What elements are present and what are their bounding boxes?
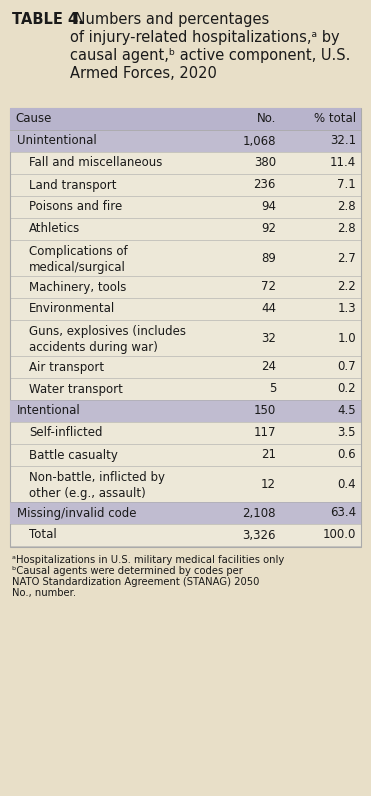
Text: 94: 94 (261, 201, 276, 213)
Text: 4.5: 4.5 (337, 404, 356, 417)
Text: 5: 5 (269, 383, 276, 396)
Text: Machinery, tools: Machinery, tools (29, 280, 127, 294)
Bar (10, 400, 361, 422)
Text: 150: 150 (254, 404, 276, 417)
Text: 32: 32 (261, 331, 276, 345)
Text: NATO Standardization Agreement (STANAG) 2050: NATO Standardization Agreement (STANAG) … (12, 577, 259, 587)
Text: 236: 236 (254, 178, 276, 192)
Text: 44: 44 (261, 302, 276, 315)
Text: Athletics: Athletics (29, 223, 80, 236)
Text: 2.2: 2.2 (337, 280, 356, 294)
Text: 21: 21 (261, 448, 276, 462)
Text: 32.1: 32.1 (330, 135, 356, 147)
Text: 2.8: 2.8 (337, 223, 356, 236)
Text: Environmental: Environmental (29, 302, 115, 315)
Text: 1.0: 1.0 (337, 331, 356, 345)
Text: 12: 12 (261, 478, 276, 490)
Text: 1.3: 1.3 (337, 302, 356, 315)
Text: Cause: Cause (15, 112, 51, 126)
Text: 3,326: 3,326 (243, 529, 276, 541)
Bar (10, 108, 361, 130)
Text: 2.7: 2.7 (337, 252, 356, 264)
Text: Battle casualty: Battle casualty (29, 448, 118, 462)
Text: 89: 89 (261, 252, 276, 264)
Text: 3.5: 3.5 (338, 427, 356, 439)
Bar (10, 502, 361, 524)
Text: Air transport: Air transport (29, 361, 104, 373)
Text: Unintentional: Unintentional (17, 135, 97, 147)
Bar (10, 108, 361, 547)
Text: 0.2: 0.2 (337, 383, 356, 396)
Text: 2,108: 2,108 (243, 506, 276, 520)
Text: 63.4: 63.4 (330, 506, 356, 520)
Text: 24: 24 (261, 361, 276, 373)
Text: Fall and miscellaneous: Fall and miscellaneous (29, 157, 162, 170)
Text: Self-inflicted: Self-inflicted (29, 427, 102, 439)
Text: Numbers and percentages
of injury-related hospitalizations,ᵃ by
causal agent,ᵇ a: Numbers and percentages of injury-relate… (70, 12, 350, 81)
Text: 7.1: 7.1 (337, 178, 356, 192)
Text: Complications of
medical/surgical: Complications of medical/surgical (29, 245, 128, 274)
Text: Intentional: Intentional (17, 404, 81, 417)
Text: 72: 72 (261, 280, 276, 294)
Text: Total: Total (29, 529, 57, 541)
Bar (10, 130, 361, 152)
Text: 0.6: 0.6 (337, 448, 356, 462)
Text: Guns, explosives (includes
accidents during war): Guns, explosives (includes accidents dur… (29, 325, 186, 354)
Text: 11.4: 11.4 (330, 157, 356, 170)
Text: ᵃHospitalizations in U.S. military medical facilities only: ᵃHospitalizations in U.S. military medic… (12, 555, 284, 565)
Text: No., number.: No., number. (12, 588, 76, 598)
Text: TABLE 4.: TABLE 4. (12, 12, 84, 27)
Text: 0.4: 0.4 (337, 478, 356, 490)
Text: Land transport: Land transport (29, 178, 116, 192)
Text: 117: 117 (253, 427, 276, 439)
Text: Missing/invalid code: Missing/invalid code (17, 506, 137, 520)
Text: 92: 92 (261, 223, 276, 236)
Text: 100.0: 100.0 (323, 529, 356, 541)
Text: No.: No. (257, 112, 276, 126)
Text: 380: 380 (254, 157, 276, 170)
Text: Non-battle, inflicted by
other (e.g., assault): Non-battle, inflicted by other (e.g., as… (29, 471, 165, 500)
Text: 0.7: 0.7 (337, 361, 356, 373)
Text: Poisons and fire: Poisons and fire (29, 201, 122, 213)
Text: Water transport: Water transport (29, 383, 123, 396)
Text: 2.8: 2.8 (337, 201, 356, 213)
Text: ᵇCausal agents were determined by codes per: ᵇCausal agents were determined by codes … (12, 566, 243, 576)
Text: 1,068: 1,068 (243, 135, 276, 147)
Text: % total: % total (314, 112, 356, 126)
